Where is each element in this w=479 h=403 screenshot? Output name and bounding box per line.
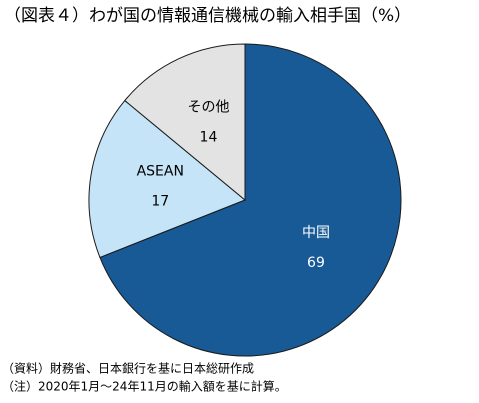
note: （資料）財務省、日本銀行を基に日本総研作成 xyxy=(2,361,254,376)
value-label: 69 xyxy=(307,255,325,271)
pie-slice xyxy=(88,99,246,259)
value-label: 17 xyxy=(151,194,169,210)
pie-slice xyxy=(99,43,402,357)
chart-title: （図表４）わが国の情報通信機械の輸入相手国（%） xyxy=(4,6,411,26)
slice-label: 中国 xyxy=(302,225,330,241)
value-label: 14 xyxy=(200,129,218,145)
pie-slice xyxy=(124,43,246,202)
note: （注）2020年1月～24年11月の輸入額を基に計算。 xyxy=(2,379,287,394)
slice-label: ASEAN xyxy=(137,164,184,180)
slice-label: その他 xyxy=(187,99,229,115)
